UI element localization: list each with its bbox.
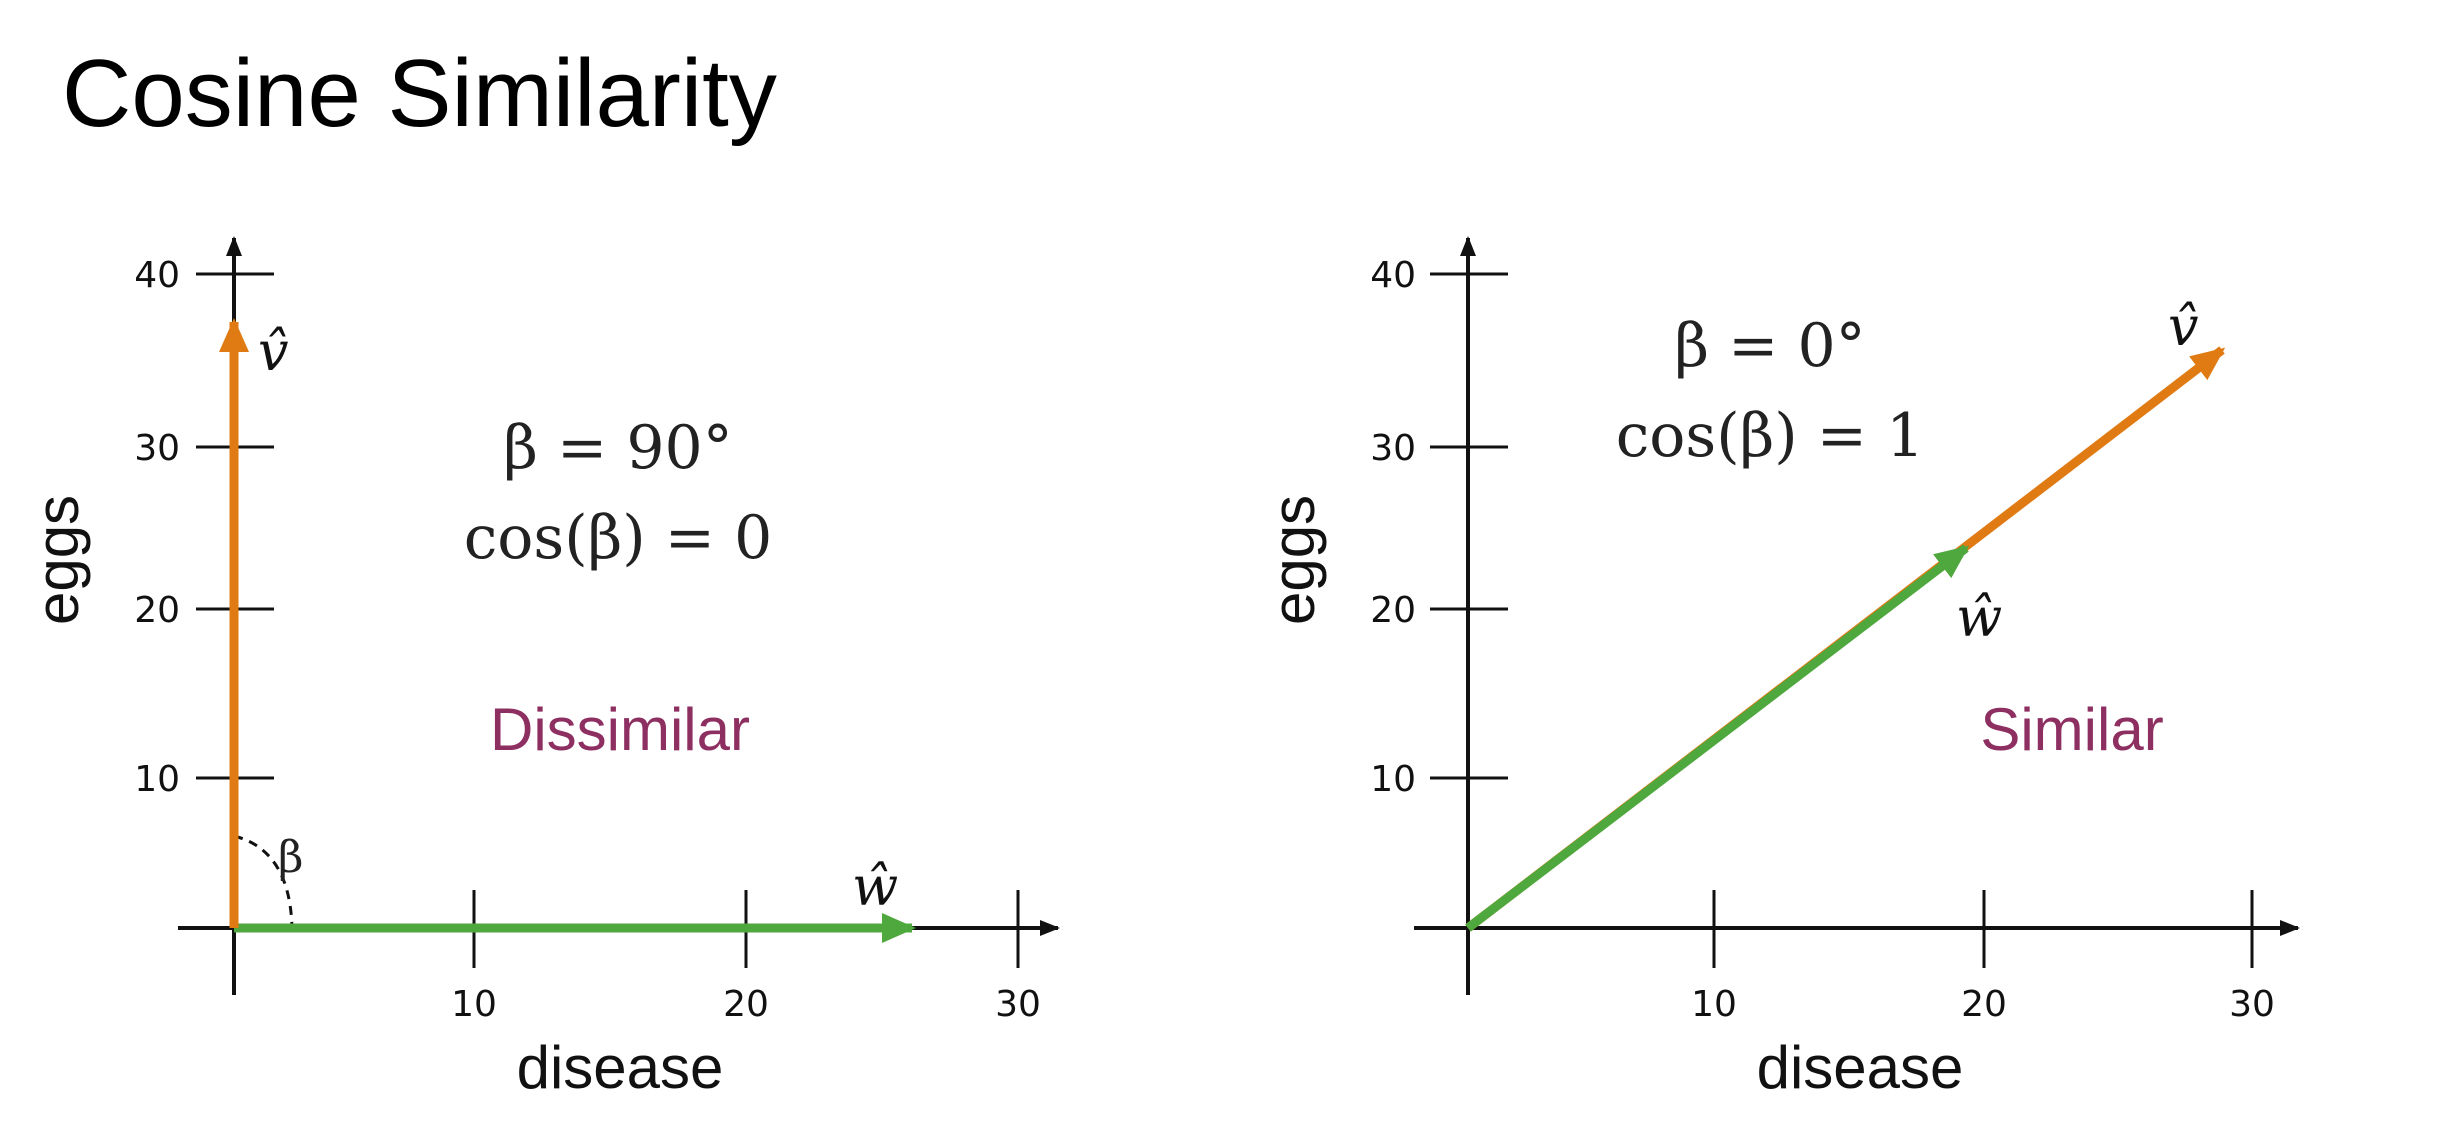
x-tick-label: 20 <box>723 984 769 1025</box>
y-axis-label: eggs <box>24 495 91 625</box>
x-tick-label: 10 <box>1691 984 1737 1025</box>
angle-equation: β = 90° <box>503 413 732 483</box>
x-axis-label: disease <box>1757 1034 1964 1101</box>
y-tick-label: 20 <box>1370 590 1416 631</box>
y-tick-label: 10 <box>1370 759 1416 800</box>
angle-equation: β = 0° <box>1674 311 1865 381</box>
y-tick-label: 40 <box>134 255 180 296</box>
y-tick-label: 10 <box>134 759 180 800</box>
w-vector-label: ŵ <box>852 855 898 918</box>
v-vector-label: v̂ <box>2168 295 2199 358</box>
x-tick-label: 30 <box>2229 984 2275 1025</box>
x-tick-label: 20 <box>1961 984 2007 1025</box>
v-vector-label: v̂ <box>258 320 289 383</box>
angle-arc <box>233 834 294 929</box>
y-tick-label: 20 <box>134 590 180 631</box>
cosine-equation: cos(β) = 0 <box>464 503 773 573</box>
x-axis-label: disease <box>517 1034 724 1101</box>
panel-similar: 10 20 30 10 20 30 40 disease eggs v̂ ŵ β… <box>1260 236 2300 1101</box>
verdict-label: Dissimilar <box>490 696 750 763</box>
y-tick-label: 40 <box>1370 255 1416 296</box>
panel-dissimilar: 10 20 30 10 20 30 40 disease eggs β v̂ ŵ… <box>24 236 1060 1101</box>
w-vector-label: ŵ <box>1956 586 2002 649</box>
w-vector <box>1465 544 1970 932</box>
y-tick-label: 30 <box>1370 428 1416 469</box>
slide-title: Cosine Similarity <box>62 40 777 147</box>
cosine-equation: cos(β) = 1 <box>1616 401 1925 471</box>
y-axis-label: eggs <box>1260 495 1327 625</box>
y-tick-label: 30 <box>134 428 180 469</box>
angle-label: β <box>278 832 303 883</box>
verdict-label: Similar <box>1980 696 2163 763</box>
x-tick-label: 10 <box>451 984 497 1025</box>
x-tick-label: 30 <box>995 984 1041 1025</box>
